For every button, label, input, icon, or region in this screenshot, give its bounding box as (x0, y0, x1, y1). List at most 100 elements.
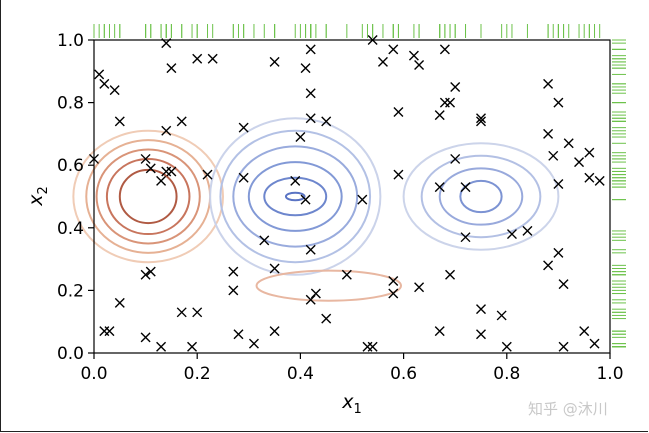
x-tick-label: 0.4 (287, 364, 314, 384)
data-point (558, 341, 569, 352)
data-point (94, 69, 105, 80)
data-point (166, 63, 177, 74)
y-tick-label: 0.6 (57, 156, 84, 176)
data-point (187, 341, 198, 352)
data-point (228, 266, 239, 277)
y-axis-label: x2 (25, 186, 51, 207)
data-point (305, 244, 316, 255)
x-axis-label-main: x (341, 391, 354, 413)
data-point (192, 53, 203, 64)
data-point (238, 172, 249, 183)
data-point (99, 78, 110, 89)
x-tick-label: 0.8 (493, 364, 520, 384)
y-tick-label: 0.0 (57, 344, 84, 364)
contour-line (72, 129, 224, 264)
data-point (367, 341, 378, 352)
data-point (305, 113, 316, 124)
data-point (290, 175, 301, 186)
data-point (439, 97, 450, 108)
data-point (99, 326, 110, 337)
data-point (166, 166, 177, 177)
x-tick-label: 0.6 (390, 364, 417, 384)
data-point (140, 153, 151, 164)
data-point (584, 172, 595, 183)
data-point (594, 175, 605, 186)
data-point (248, 338, 259, 349)
data-point (579, 326, 590, 337)
contour-line (118, 168, 178, 225)
data-point (238, 122, 249, 133)
data-point (176, 307, 187, 318)
data-point (202, 169, 213, 180)
data-point (476, 113, 486, 124)
y-axis-ticks: 0.0 0.2 0.4 0.6 0.8 1.0 (57, 31, 94, 364)
y-axis-label-subscript: 2 (36, 186, 51, 194)
data-point (589, 338, 600, 349)
data-point (553, 247, 564, 258)
data-point (305, 294, 316, 305)
data-point (269, 326, 280, 337)
data-point (414, 60, 425, 71)
data-point (305, 88, 316, 99)
data-point (114, 116, 125, 127)
data-point (558, 279, 569, 290)
data-point (114, 297, 125, 308)
contour-line (105, 157, 191, 236)
data-point (156, 341, 167, 352)
x-axis-label: x1 (341, 391, 362, 417)
y-tick-label: 0.2 (57, 281, 84, 301)
data-point (543, 78, 554, 89)
y-tick-label: 0.4 (57, 219, 84, 239)
contour-line (438, 167, 524, 226)
data-point (543, 128, 554, 139)
data-point (445, 97, 456, 108)
data-point (259, 235, 270, 246)
data-point (393, 169, 404, 180)
contour-line (95, 148, 201, 245)
data-point (522, 225, 533, 236)
data-point (501, 341, 512, 352)
contour-line (263, 176, 328, 217)
plot-area (93, 39, 611, 354)
data-point (321, 313, 332, 324)
data-point (476, 329, 486, 340)
data-point (228, 285, 239, 296)
data-point (161, 166, 172, 177)
data-point (476, 116, 486, 127)
data-point (388, 44, 399, 55)
data-point (300, 194, 311, 205)
top-rug (93, 24, 601, 38)
contour-line (209, 117, 382, 276)
data-point (176, 116, 187, 127)
x-tick-label: 0.2 (184, 364, 211, 384)
y-tick-label: 0.8 (57, 94, 84, 114)
data-point (145, 266, 156, 277)
data-point (553, 97, 564, 108)
data-point (269, 56, 280, 67)
data-point (496, 310, 507, 321)
contour-line (284, 191, 306, 202)
data-point (341, 269, 352, 280)
data-point (434, 110, 445, 121)
y-tick-label: 1.0 (57, 31, 84, 51)
data-point (295, 132, 306, 143)
data-point (388, 276, 399, 287)
watermark: 知乎 @沐川 (528, 400, 608, 418)
data-point (563, 138, 574, 149)
data-point (300, 63, 311, 74)
contour-layer (72, 117, 560, 302)
data-point (156, 175, 167, 186)
x-axis-label-subscript: 1 (353, 402, 361, 417)
data-point (233, 329, 244, 340)
contour-line (219, 129, 372, 264)
contour-line (420, 154, 542, 239)
right-rug (612, 39, 626, 348)
data-point (434, 182, 445, 193)
data-point (445, 269, 456, 280)
data-point (543, 260, 554, 271)
contour-line (402, 142, 560, 251)
y-axis-label-main: x (25, 194, 47, 207)
contour-line (247, 161, 343, 232)
